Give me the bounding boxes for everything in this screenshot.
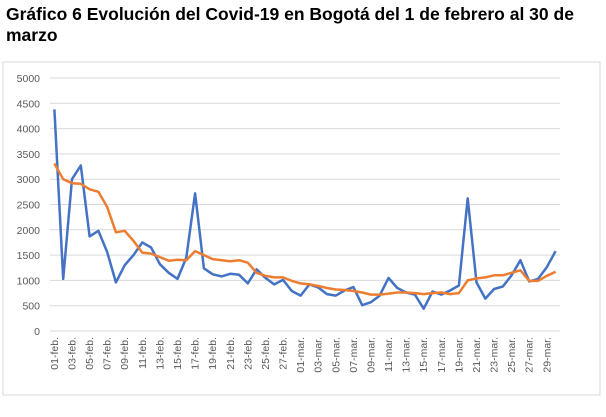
- y-tick-label: 500: [22, 301, 40, 313]
- x-tick-label: 15-feb.: [172, 337, 184, 370]
- y-tick-label: 3500: [17, 149, 41, 161]
- y-tick-label: 2500: [17, 200, 41, 212]
- x-tick-label: 15-mar.: [418, 337, 430, 373]
- x-tick-label: 13-feb.: [154, 337, 166, 370]
- y-tick-label: 5000: [17, 73, 41, 85]
- x-tick-label: 07-feb.: [102, 337, 114, 370]
- y-tick-label: 1000: [17, 275, 41, 287]
- x-tick-label: 27-mar.: [524, 337, 536, 373]
- x-tick-label: 17-mar.: [436, 337, 448, 373]
- y-tick-label: 2000: [17, 225, 41, 237]
- x-tick-label: 21-feb.: [225, 337, 237, 370]
- x-tick-label: 01-mar.: [295, 337, 307, 373]
- x-tick-label: 25-feb.: [260, 337, 272, 370]
- y-tick-label: 3000: [17, 174, 41, 186]
- chart-title: Gráfico 6 Evolución del Covid-19 en Bogo…: [6, 4, 574, 45]
- x-tick-label: 19-feb.: [207, 337, 219, 370]
- x-tick-label: 27-feb.: [278, 337, 290, 370]
- x-tick-label: 09-feb.: [119, 337, 131, 370]
- x-tick-label: 05-mar.: [330, 337, 342, 373]
- x-tick-label: 05-feb.: [84, 337, 96, 370]
- x-tick-label: 29-mar.: [541, 337, 553, 373]
- x-tick-label: 07-mar.: [348, 337, 360, 373]
- x-tick-label: 25-mar.: [506, 337, 518, 373]
- chart-border: [2, 61, 601, 396]
- x-tick-label: 23-mar.: [489, 337, 501, 373]
- y-tick-label: 4000: [17, 124, 41, 136]
- x-tick-label: 03-mar.: [313, 337, 325, 373]
- x-tick-label: 17-feb.: [190, 337, 202, 370]
- x-tick-label: 03-feb.: [66, 337, 78, 370]
- x-tick-label: 19-mar.: [453, 337, 465, 373]
- x-tick-label: 09-mar.: [365, 337, 377, 373]
- x-tick-label: 23-feb.: [242, 337, 254, 370]
- x-tick-label: 01-feb.: [49, 337, 61, 370]
- data-line: [53, 162, 557, 296]
- x-tick-label: 13-mar.: [401, 337, 413, 373]
- y-tick-label: 4500: [17, 98, 41, 110]
- y-tick-label: 0: [34, 326, 40, 338]
- x-tick-label: 11-mar.: [383, 337, 395, 372]
- x-tick-label: 11-feb.: [137, 337, 149, 369]
- y-tick-label: 1500: [17, 250, 41, 262]
- x-tick-label: 21-mar.: [471, 337, 483, 373]
